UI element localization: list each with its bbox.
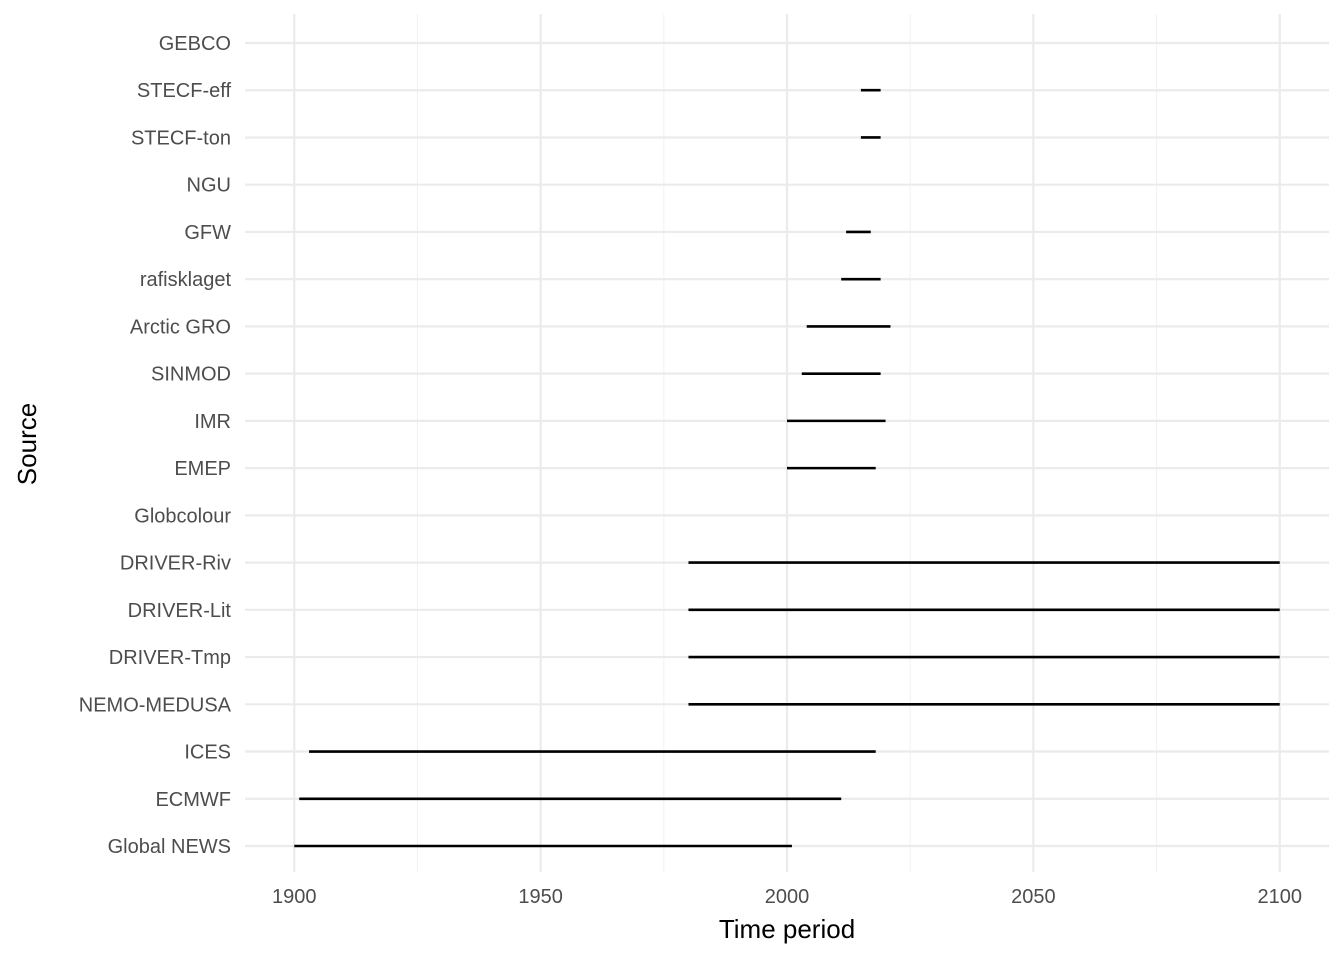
y-tick-label: NEMO-MEDUSA <box>79 694 232 716</box>
x-tick-label: 2100 <box>1257 886 1302 908</box>
y-axis-tick-labels: GEBCO STECF-eff STECF-ton NGU GFW rafisklaget… <box>79 33 232 858</box>
y-tick-label: STECF-ton <box>131 127 231 149</box>
y-tick-label: ECMWF <box>155 789 231 811</box>
y-tick-label: DRIVER-Tmp <box>109 647 231 669</box>
y-axis-title: Source <box>12 403 42 485</box>
y-tick-label: ICES <box>184 742 231 764</box>
y-tick-label: rafisklaget <box>140 269 232 291</box>
range-segments <box>294 88 1280 848</box>
x-axis-title: Time period <box>719 914 855 944</box>
x-tick-label: 1950 <box>518 886 563 908</box>
y-tick-label: EMEP <box>174 458 231 480</box>
y-tick-label: Global NEWS <box>108 836 231 858</box>
y-tick-label: Arctic GRO <box>130 316 231 338</box>
x-tick-label: 2050 <box>1011 886 1056 908</box>
y-tick-label: DRIVER-Riv <box>120 553 231 575</box>
y-tick-label: STECF-eff <box>137 80 232 102</box>
x-axis-tick-labels: 1900 1950 2000 2050 2100 <box>272 886 1302 908</box>
x-tick-label: 2000 <box>765 886 810 908</box>
y-tick-label: IMR <box>194 411 231 433</box>
y-tick-label: SINMOD <box>151 364 231 386</box>
x-tick-label: 1900 <box>272 886 317 908</box>
y-tick-label: DRIVER-Lit <box>128 600 232 622</box>
y-tick-label: NGU <box>187 175 231 197</box>
y-tick-label: GFW <box>184 222 231 244</box>
y-tick-label: Globcolour <box>134 505 231 527</box>
y-tick-label: GEBCO <box>159 33 231 55</box>
major-gridlines <box>245 14 1329 872</box>
minor-gridlines <box>416 14 1158 872</box>
